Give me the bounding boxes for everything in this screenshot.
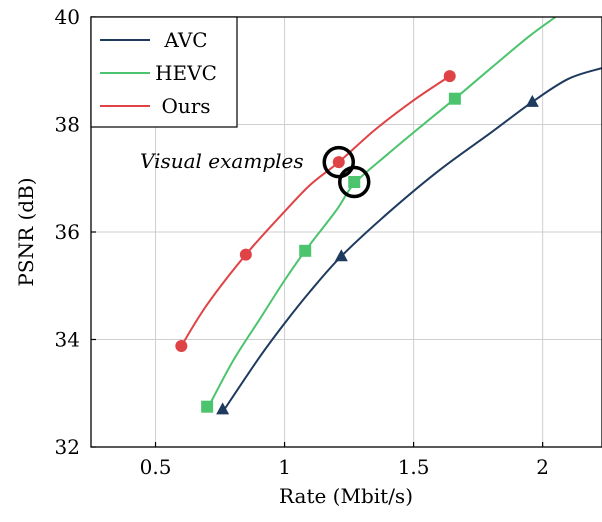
data-point-ours — [239, 248, 252, 261]
legend-label-ours: Ours — [161, 94, 210, 118]
y-tick-label: 40 — [55, 5, 80, 29]
legend-label-avc: AVC — [163, 28, 207, 52]
highlight-circle — [337, 165, 371, 199]
y-tick-label: 34 — [55, 328, 80, 352]
x-axis-label: Rate (Mbit/s) — [279, 484, 413, 508]
annotation-text: Visual examples — [140, 149, 304, 173]
x-tick-label: 0.5 — [140, 455, 172, 479]
data-point-avc — [525, 94, 539, 107]
data-point-ours — [175, 339, 188, 352]
data-point-hevc — [299, 244, 312, 257]
data-point-ours — [443, 70, 456, 83]
curves — [180, 17, 602, 413]
x-tick-label: 2 — [536, 455, 549, 479]
data-point-hevc — [201, 400, 214, 413]
data-point-avc — [216, 402, 230, 415]
series-line-hevc — [206, 17, 557, 410]
markers — [175, 70, 539, 415]
y-tick-label: 36 — [55, 220, 80, 244]
legend-label-hevc: HEVC — [155, 61, 217, 85]
y-axis-label: PSNR (dB) — [14, 177, 38, 286]
legend: AVC HEVC Ours — [90, 16, 238, 128]
highlight-circle — [322, 145, 356, 179]
y-tick-label: 38 — [55, 113, 80, 137]
x-tick-label: 1.5 — [398, 455, 430, 479]
ticks: 0.5 1 1.5 2 32 34 36 38 40 — [55, 5, 549, 479]
data-point-hevc — [448, 92, 461, 105]
data-point-hevc — [348, 176, 361, 189]
annotation: Visual examples — [140, 145, 371, 199]
data-point-avc — [334, 249, 348, 262]
series-line-ours — [180, 75, 451, 347]
data-point-ours — [332, 156, 345, 169]
x-tick-label: 1 — [278, 455, 291, 479]
series-line-avc — [221, 67, 602, 413]
y-tick-label: 32 — [55, 435, 80, 459]
